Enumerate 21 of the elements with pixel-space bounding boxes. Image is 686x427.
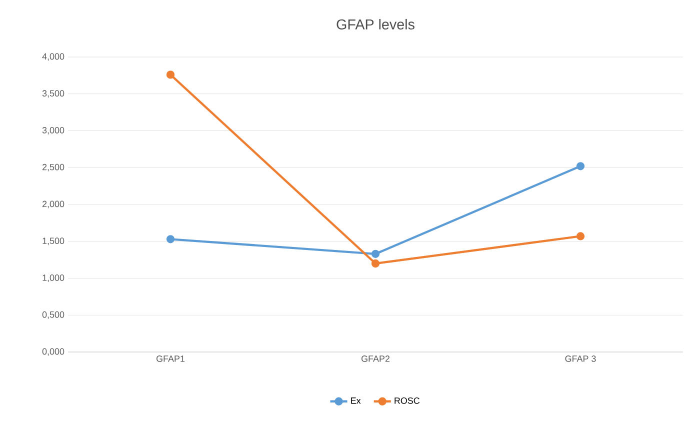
point bbox=[576, 162, 585, 170]
legend-label: Ex bbox=[351, 398, 361, 404]
x-tick-label: GFAP 3 bbox=[565, 356, 596, 362]
y-tick-label: 3,500 bbox=[42, 90, 64, 98]
y-tick-label: 2,000 bbox=[42, 200, 64, 208]
y-tick-label: 0,000 bbox=[42, 348, 64, 356]
point bbox=[576, 232, 585, 240]
point bbox=[371, 259, 380, 268]
y-tick-label: 2,500 bbox=[42, 164, 64, 172]
legend-label: ROSC bbox=[394, 397, 420, 404]
x-tick-label: GFAP1 bbox=[156, 356, 185, 362]
y-tick-label: 1,500 bbox=[42, 238, 64, 246]
y-tick-label: 3,000 bbox=[42, 127, 64, 134]
point bbox=[166, 235, 175, 244]
y-tick-label: 0,500 bbox=[42, 311, 64, 319]
y-tick-label: 1,000 bbox=[42, 274, 64, 282]
point bbox=[371, 250, 380, 258]
x-tick-label: GFAP2 bbox=[362, 356, 390, 362]
y-tick-label: 4,000 bbox=[42, 53, 64, 61]
chart-title: GFAP levels bbox=[336, 18, 414, 30]
point bbox=[166, 70, 175, 79]
